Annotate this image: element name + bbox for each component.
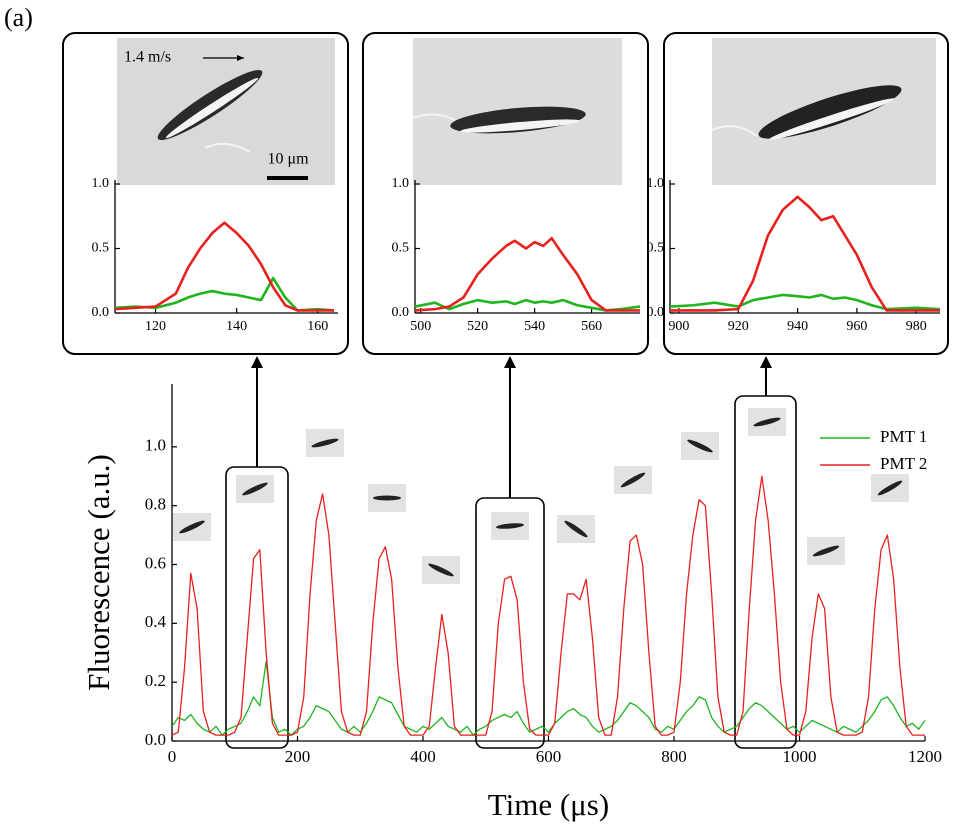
y-tick-label: 0.5 xyxy=(392,241,410,256)
y-tick-label: 0.4 xyxy=(145,612,167,631)
series-line xyxy=(171,660,926,736)
y-tick-label: 0.5 xyxy=(647,241,665,256)
x-tick-label: 500 xyxy=(410,319,431,334)
x-tick-label: 980 xyxy=(906,319,927,334)
y-tick-label: 0.5 xyxy=(92,241,110,256)
annotation: 1.4 m/s xyxy=(124,49,171,66)
cell-thumbnail-body xyxy=(311,438,339,448)
y-tick-label: 0.0 xyxy=(392,305,410,320)
cell-thumbnail-body xyxy=(687,439,713,453)
series-line xyxy=(114,221,334,312)
inset-frame xyxy=(62,32,349,355)
x-tick-label: 940 xyxy=(787,319,808,334)
y-tick-label: 0.0 xyxy=(647,305,665,320)
y-tick-label: 1.0 xyxy=(392,176,410,191)
series-line xyxy=(414,298,641,312)
series-line xyxy=(114,276,335,312)
y-tick-label: 0.0 xyxy=(92,305,110,320)
cell-thumbnail-body xyxy=(753,417,781,427)
y-tick-label: 1.0 xyxy=(647,176,665,191)
y-tick-label: 0.0 xyxy=(145,730,166,749)
x-tick-label: 400 xyxy=(410,747,436,766)
y-axis-title: Fluorescence (a.u.) xyxy=(81,454,116,691)
x-tick-label: 960 xyxy=(846,319,867,334)
x-tick-label: 1200 xyxy=(908,747,942,766)
velocity-arrow-head xyxy=(237,55,244,61)
y-tick-label: 0.2 xyxy=(145,671,166,690)
zoom-arrows xyxy=(256,366,767,498)
cell-thumbnail-body xyxy=(564,520,588,538)
x-tick-label: 560 xyxy=(581,319,602,334)
cell-image xyxy=(412,38,622,185)
legend-label: PMT 1 xyxy=(880,427,927,446)
x-tick-label: 140 xyxy=(226,319,247,334)
legend-label: PMT 2 xyxy=(880,454,927,473)
x-axis-title: Time (μs) xyxy=(488,787,609,822)
cell-image xyxy=(711,38,936,185)
zoom-arrow-heads xyxy=(251,356,772,368)
cell-thumbnail-body xyxy=(496,523,524,529)
x-tick-label: 160 xyxy=(307,319,328,334)
series-line xyxy=(670,195,940,312)
x-tick-label: 200 xyxy=(285,747,311,766)
x-tick-label: 540 xyxy=(524,319,545,334)
y-tick-label: 0.8 xyxy=(145,495,166,514)
y-tick-label: 0.6 xyxy=(145,553,166,572)
panel-label: (a) xyxy=(4,3,33,32)
cell-thumbnail-body xyxy=(877,480,903,496)
series-line xyxy=(669,293,941,311)
cell-thumbnail-body xyxy=(373,495,401,501)
x-tick-label: 0 xyxy=(168,747,177,766)
x-tick-label: 920 xyxy=(728,319,749,334)
x-tick-label: 1000 xyxy=(783,747,817,766)
cell-thumbnail-body xyxy=(620,472,646,488)
highlight-box xyxy=(225,466,289,749)
cell-thumbnail-body xyxy=(428,563,454,577)
x-tick-label: 900 xyxy=(668,319,689,334)
series-line xyxy=(414,236,640,312)
x-tick-label: 600 xyxy=(536,747,562,766)
cell-thumbnail-body xyxy=(179,520,205,534)
x-tick-label: 520 xyxy=(467,319,488,334)
annotation: 10 μm xyxy=(267,151,309,168)
cell-thumbnail-body xyxy=(242,482,268,496)
inset-frame xyxy=(362,32,649,355)
series-line xyxy=(171,475,925,736)
x-tick-label: 120 xyxy=(145,319,166,334)
y-tick-label: 1.0 xyxy=(145,436,166,455)
cell-thumbnail-body xyxy=(812,545,840,557)
y-tick-label: 1.0 xyxy=(92,176,110,191)
cell-image xyxy=(117,38,335,185)
x-tick-label: 800 xyxy=(661,747,687,766)
inset-frame xyxy=(663,32,949,355)
